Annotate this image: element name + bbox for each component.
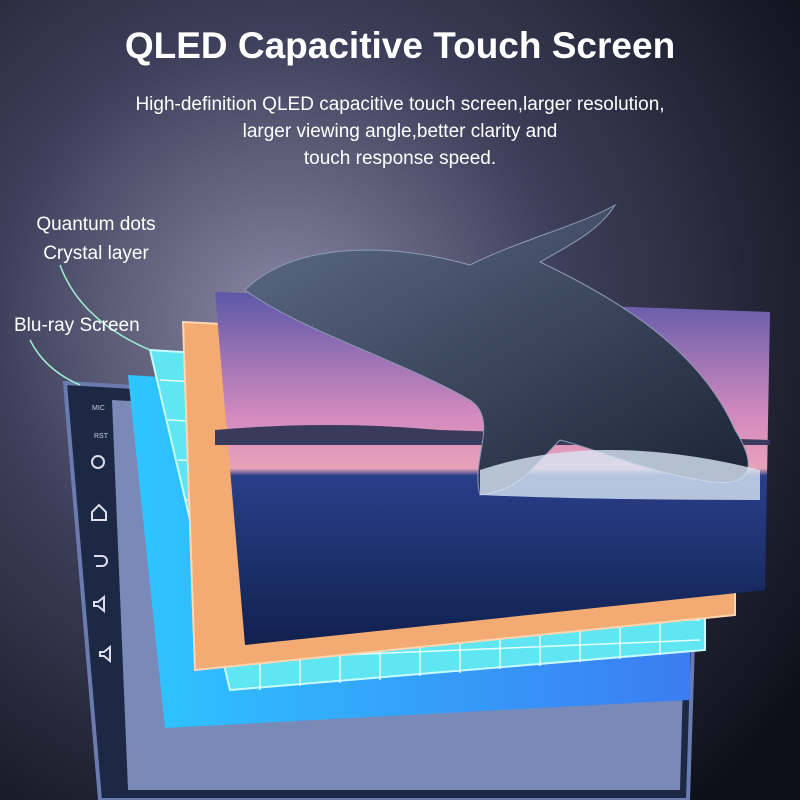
subtitle: touch response speed.: [304, 148, 496, 169]
callout-label: Crystal layer: [43, 243, 149, 264]
whale: [244, 203, 749, 496]
subtitle: larger viewing angle,better clarity and: [243, 121, 558, 142]
callout-label: Quantum dots: [36, 214, 155, 235]
button-label: MIC: [92, 405, 105, 412]
callout-label: Blu-ray Screen: [14, 315, 140, 336]
subtitle: High-definition QLED capacitive touch sc…: [135, 94, 664, 115]
callouts: [29, 264, 151, 386]
splash: [480, 450, 760, 500]
title: QLED Capacitive Touch Screen: [125, 25, 675, 66]
button-label: RST: [94, 433, 109, 440]
side-icons: [91, 455, 111, 664]
